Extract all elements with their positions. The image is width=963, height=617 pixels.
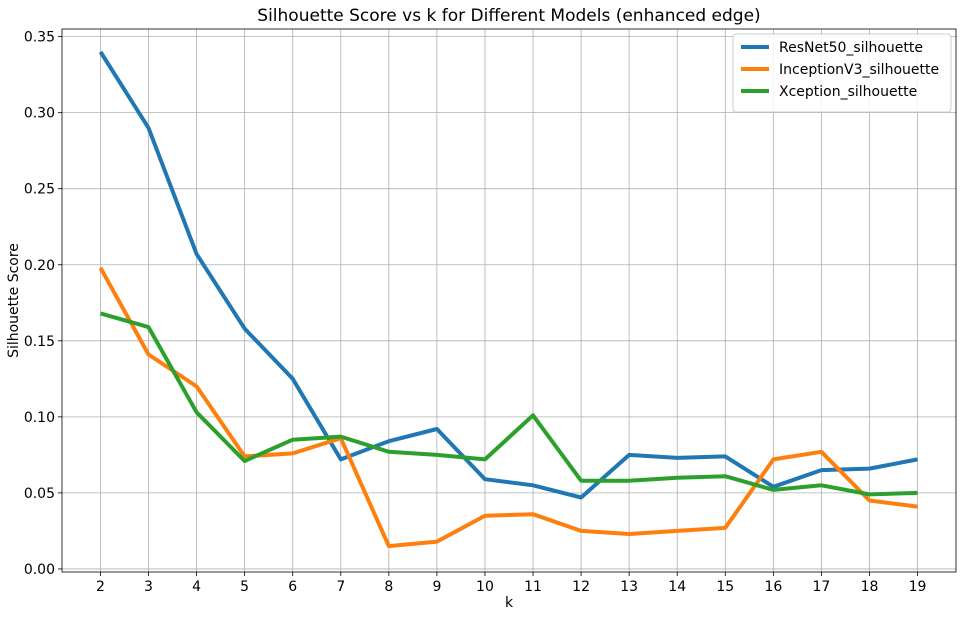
y-tick-label: 0.00 — [24, 562, 55, 578]
x-tick-label: 6 — [288, 579, 297, 595]
legend: ResNet50_silhouette InceptionV3_silhouett… — [732, 33, 952, 113]
series-line-Xception_silhouette — [99, 311, 918, 497]
chart-title: Silhouette Score vs k for Different Mode… — [257, 6, 760, 26]
x-axis-label: k — [505, 595, 514, 611]
x-tick-label: 17 — [813, 579, 831, 595]
y-tick-label: 0.15 — [24, 334, 55, 350]
y-tick-label: 0.35 — [24, 30, 55, 46]
x-tick-label: 10 — [476, 579, 494, 595]
legend-label: Xception_silhouette — [779, 84, 917, 100]
x-tick-label: 11 — [524, 579, 542, 595]
x-tick-label: 13 — [620, 579, 638, 595]
x-tick-label: 5 — [240, 579, 249, 595]
x-tick-label: 14 — [668, 579, 686, 595]
x-tick-label: 15 — [716, 579, 734, 595]
y-tick-label: 0.05 — [24, 486, 55, 502]
x-tick-label: 18 — [861, 579, 879, 595]
x-tick-label: 7 — [336, 579, 345, 595]
x-tick-label: 9 — [432, 579, 441, 595]
ticks-layer: 2 3 4 5 6 7 8 9 10 11 12 13 14 15 16 17 18 19 0.00 0.05 0.10… — [24, 30, 927, 595]
x-tick-label: 16 — [764, 579, 782, 595]
series-layer — [98, 50, 918, 549]
y-tick-label: 0.10 — [24, 410, 55, 426]
y-tick-label: 0.25 — [24, 182, 55, 198]
x-tick-label: 4 — [192, 579, 201, 595]
series-line-InceptionV3_silhouette — [98, 266, 918, 549]
y-tick-label: 0.30 — [24, 106, 55, 122]
series-line-ResNet50_silhouette — [98, 50, 918, 500]
x-tick-label: 3 — [144, 579, 153, 595]
legend-label: InceptionV3_silhouette — [779, 62, 939, 78]
legend-box — [732, 33, 952, 113]
x-tick-label: 8 — [384, 579, 393, 595]
x-tick-label: 2 — [96, 579, 105, 595]
plot-frame — [61, 28, 957, 573]
x-tick-label: 12 — [572, 579, 590, 595]
legend-label: ResNet50_silhouette — [779, 40, 923, 56]
x-tick-label: 19 — [909, 579, 927, 595]
y-tick-label: 0.20 — [24, 258, 55, 274]
y-axis-label: Silhouette Score — [6, 243, 22, 358]
